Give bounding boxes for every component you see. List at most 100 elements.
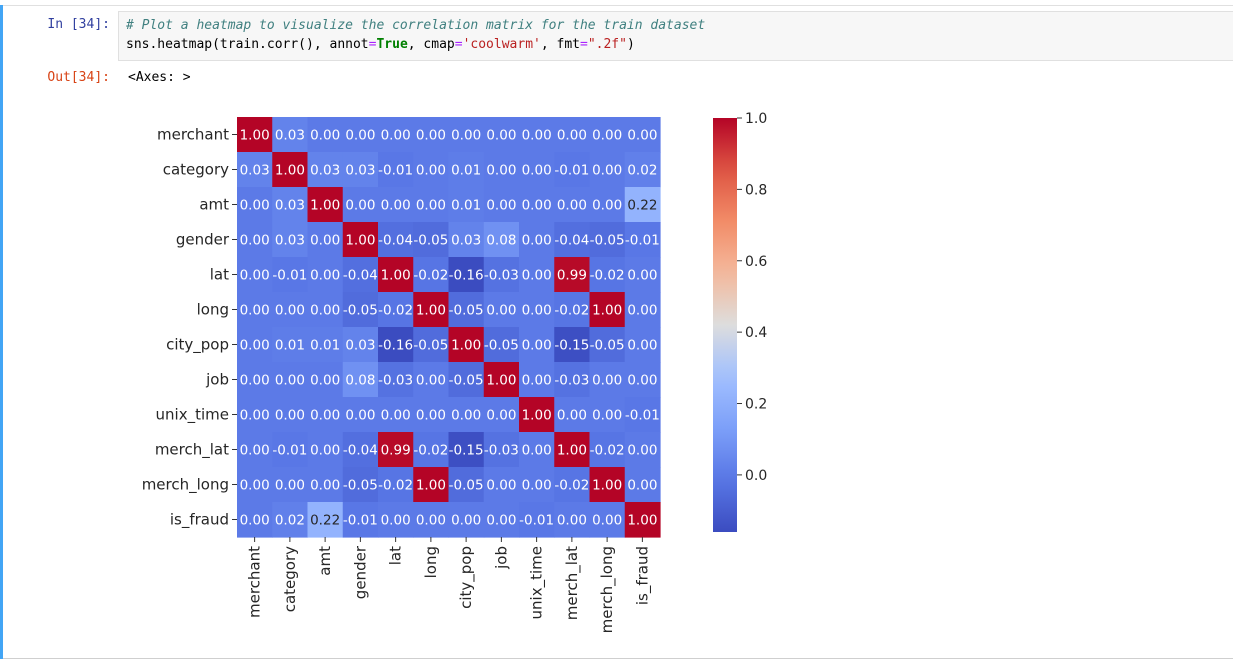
heatmap-cell [519,222,555,258]
heatmap-cell [448,187,485,223]
cell-annotation: -0.04 [343,268,378,284]
cell-annotation: -0.05 [590,338,625,354]
cell-annotation: -0.01 [272,268,307,284]
heatmap-cell [624,362,661,398]
cell-annotation: 0.22 [627,198,657,214]
heatmap-cell [589,222,626,258]
code-string: 'coolwarm' [462,37,541,52]
x-tick-label: merchant [246,546,264,618]
cell-annotation: 0.08 [486,233,516,249]
cell-annotation: 0.00 [451,513,481,529]
cell-annotation: 0.00 [416,198,446,214]
heatmap-cell [624,117,661,153]
code-string: ".2f" [587,37,627,52]
cell-annotation: 0.00 [627,373,657,389]
colorbar-tick-label: 0.2 [745,397,767,413]
cell-annotation: -0.03 [484,268,519,284]
heatmap-cell [519,432,555,468]
heatmap-cell [413,152,450,188]
cell-annotation: -0.02 [554,478,589,494]
cell-annotation: 0.00 [522,198,552,214]
heatmap-cell [237,397,273,433]
heatmap-cell [272,467,309,503]
y-tick-label: long [197,301,229,319]
heatmap-cell [307,467,344,503]
heatmap-cell [483,327,520,363]
cell-annotation: 0.00 [310,233,340,249]
cell-annotation: -0.05 [484,338,519,354]
cell-annotation: 1.00 [240,128,270,144]
colorbar-tick-label: 0.4 [745,325,767,341]
cell-annotation: -0.15 [449,443,484,459]
cell-annotation: 0.00 [627,268,657,284]
code-token: sns.heatmap(train.corr(), annot [126,37,369,52]
cell-annotation: 0.00 [345,198,375,214]
heatmap-cell [519,152,555,188]
heatmap-cell [272,152,309,188]
cell-annotation: 0.00 [416,128,446,144]
heatmap-cell [307,152,344,188]
heatmap-cell [519,327,555,363]
heatmap-cell [554,327,591,363]
cell-annotation: -0.01 [554,163,589,179]
colorbar: 1.0 0.8 0.6 0.4 0.2 0.0 [713,111,767,532]
cell-annotation: 0.00 [381,513,411,529]
y-tick-label: merch_lat [155,441,229,460]
cell-annotation: 0.00 [275,478,305,494]
cell-annotation: -0.05 [590,233,625,249]
heatmap-cell [237,432,273,468]
cell-annotation: 0.00 [627,443,657,459]
heatmap-cell [483,362,520,398]
heatmap-cell [554,292,591,328]
heatmap-cell [413,432,450,468]
cell-annotation: 0.99 [557,268,587,284]
cell-annotation: 0.03 [345,163,375,179]
heatmap-cell [307,502,344,538]
cell-annotation: -0.04 [554,233,589,249]
code-editor[interactable]: # Plot a heatmap to visualize the correl… [118,11,1233,61]
cell-annotation: 0.00 [522,233,552,249]
cell-annotation: 0.00 [592,373,622,389]
cell-annotation: 0.00 [557,128,587,144]
heatmap-cell [448,467,485,503]
heatmap-cell [589,117,626,153]
cell-annotation: -0.05 [413,233,448,249]
cell-annotation: 0.00 [486,513,516,529]
cell-annotation: 0.00 [627,338,657,354]
heatmap-cell [519,362,555,398]
cell-annotation: -0.16 [449,268,484,284]
heatmap-cell [413,257,450,293]
heatmap-cell [589,257,626,293]
x-tick-label: long [422,546,440,578]
heatmap-cell [589,292,626,328]
y-tick-label: gender [176,231,230,249]
cell-annotation: 0.00 [522,163,552,179]
cell-annotation: -0.01 [343,513,378,529]
y-tick-label: job [205,371,229,389]
cell-annotation: 0.00 [486,128,516,144]
y-tick-label: unix_time [156,406,229,425]
heatmap-cell [554,467,591,503]
heatmap-cell [589,187,626,223]
heatmap-cell [237,362,273,398]
heatmap-cell [554,362,591,398]
cell-annotation: 0.03 [275,128,305,144]
cell-annotation: 0.00 [381,408,411,424]
cell-annotation: 0.02 [627,163,657,179]
cell-annotation: 1.00 [416,478,446,494]
cell-annotation: 0.00 [416,513,446,529]
heatmap-cell [519,397,555,433]
heatmap-cell [237,467,273,503]
cell-annotation: 0.01 [310,338,340,354]
heatmap-cell [554,432,591,468]
heatmap-cell [483,257,520,293]
heatmap-cell [413,502,450,538]
cell-annotation: 0.00 [592,163,622,179]
cell-annotation: -0.05 [449,478,484,494]
heatmap-cell [624,467,661,503]
heatmap-cell [554,117,591,153]
heatmap-cell [413,222,450,258]
heatmap-cell [237,292,273,328]
cell-annotation: 0.01 [451,163,481,179]
